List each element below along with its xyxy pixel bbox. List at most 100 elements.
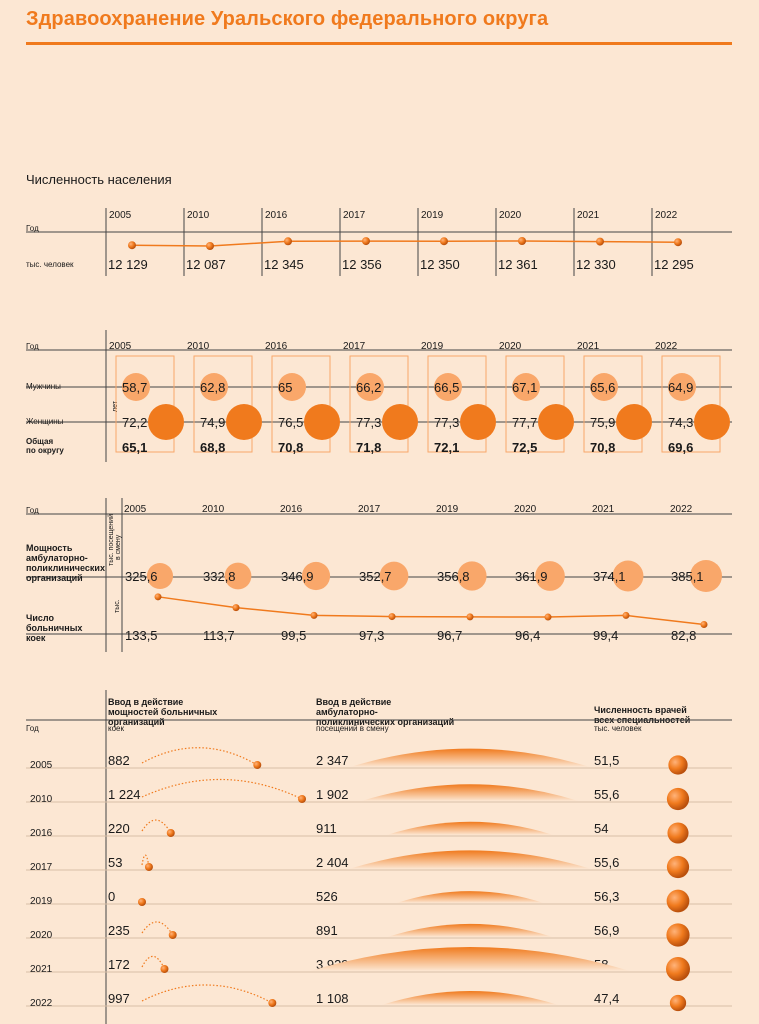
capacity-amb-value: 361,9: [515, 569, 548, 584]
table-beds-input-value: 882: [108, 753, 130, 768]
capacity-amb-label-line2: амбулаторно-: [26, 553, 88, 563]
life-year-box: [193, 355, 253, 453]
table-col2-unit: посещений в смену: [316, 724, 389, 733]
visits-input-mound: [381, 991, 559, 1005]
table-beds-input-value: 235: [108, 923, 130, 938]
life-year-tick: 2019: [421, 341, 444, 352]
capacity-beds-value: 133,5: [125, 628, 158, 643]
life-year-box: [661, 355, 721, 453]
visits-input-mound: [361, 784, 579, 801]
table-beds-input-value: 172: [108, 957, 130, 972]
life-year-tick: 2022: [655, 341, 678, 352]
population-value: 12 129: [108, 257, 148, 272]
life-men-value: 62,8: [200, 380, 225, 395]
life-women-value: 74,9: [200, 415, 225, 430]
doctors-ball: [667, 822, 689, 844]
population-year-tick: 2021: [577, 210, 600, 221]
life-year-tick: 2020: [499, 341, 522, 352]
capacity-amb-value: 374,1: [593, 569, 626, 584]
capacity-amb-value: 325,6: [125, 569, 158, 584]
life-women-circle: [382, 404, 418, 440]
life-total-value: 70,8: [278, 440, 303, 455]
page-title: Здравоохранение Уральского федерального …: [26, 8, 549, 30]
table-year-value: 2022: [30, 998, 53, 1009]
life-men-value: 66,5: [434, 380, 459, 395]
population-value: 12 295: [654, 257, 694, 272]
life-men-value: 67,1: [512, 380, 537, 395]
life-total-value: 68,8: [200, 440, 225, 455]
beds-input-ball: [166, 829, 175, 837]
beds-input-ball: [144, 863, 153, 871]
beds-input-ball: [268, 999, 277, 1007]
capacity-year-tick: 2010: [202, 504, 225, 515]
life-women-value: 77,7: [512, 415, 537, 430]
doctors-ball: [669, 994, 687, 1012]
capacity-amb-circle: [689, 559, 723, 593]
doctors-ball: [666, 889, 690, 913]
life-men-value: 65: [278, 380, 292, 395]
capacity-amb-label-line3: поликлинических: [26, 563, 105, 573]
table-col1-title-line1: Ввод в действие: [108, 697, 183, 707]
life-year-label: Год: [26, 342, 39, 351]
life-total-label-line1: Общая: [26, 437, 53, 446]
capacity-amb-label-line1: Мощность: [26, 543, 73, 553]
beds-point: [544, 613, 552, 621]
capacity-amb-value: 332,8: [203, 569, 236, 584]
visits-input-mound: [387, 923, 553, 937]
population-value: 12 087: [186, 257, 226, 272]
table-visits-input-value: 891: [316, 923, 338, 938]
table-year-value: 2020: [30, 930, 53, 941]
capacity-beds-unit: тыс.: [114, 599, 121, 613]
life-year-box: [583, 355, 643, 453]
beds-input-ball: [138, 898, 146, 906]
beds-point: [700, 620, 708, 628]
beds-point: [388, 613, 396, 621]
life-men-circle: [200, 373, 228, 401]
life-women-circle: [148, 404, 184, 440]
life-men-value: 65,6: [590, 380, 615, 395]
capacity-year-tick: 2022: [670, 504, 693, 515]
table-col1-unit: коек: [108, 724, 124, 733]
capacity-amb-circle: [224, 562, 252, 590]
life-women-value: 77,3: [434, 415, 459, 430]
capacity-beds-value: 96,7: [437, 628, 462, 643]
table-visits-input-value: 911: [316, 821, 337, 836]
capacity-year-label: Год: [26, 506, 39, 515]
capacity-amb-circle: [379, 561, 409, 591]
table-col2-title-line3: поликлинических организаций: [316, 717, 454, 727]
table-year-value: 2019: [30, 896, 53, 907]
beds-point: [154, 593, 162, 601]
life-year-box: [115, 355, 175, 453]
capacity-year-tick: 2020: [514, 504, 537, 515]
doctors-ball: [668, 755, 688, 775]
table-doctors-value: 55,6: [594, 787, 619, 802]
table-year-label: Год: [26, 724, 39, 733]
population-value: 12 356: [342, 257, 382, 272]
population-value: 12 350: [420, 257, 460, 272]
capacity-amb-unit-a: тыс. посещений: [107, 514, 115, 566]
life-men-value: 66,2: [356, 380, 381, 395]
doctors-ball: [666, 787, 690, 811]
life-year-box: [505, 355, 565, 453]
life-men-circle: [590, 373, 618, 401]
life-total-value: 72,5: [512, 440, 537, 455]
beds-point: [232, 604, 240, 612]
population-value: 12 345: [264, 257, 304, 272]
population-year-tick: 2022: [655, 210, 678, 221]
life-year-tick: 2021: [577, 341, 600, 352]
beds-point: [466, 613, 474, 621]
population-point: [128, 241, 136, 250]
life-year-box: [271, 355, 331, 453]
beds-input-arc: [141, 955, 166, 970]
beds-input-ball: [160, 965, 169, 973]
population-point: [440, 237, 448, 246]
table-beds-input-value: 0: [108, 889, 115, 904]
capacity-beds-value: 82,8: [671, 628, 696, 643]
capacity-beds-label-line2: больничных: [26, 623, 82, 633]
life-year-tick: 2010: [187, 341, 210, 352]
beds-input-arc: [141, 747, 258, 766]
population-unit-label: тыс. человек: [26, 260, 74, 269]
capacity-amb-value: 346,9: [281, 569, 314, 584]
life-year-tick: 2016: [265, 341, 288, 352]
table-beds-input-value: 997: [108, 991, 130, 1006]
